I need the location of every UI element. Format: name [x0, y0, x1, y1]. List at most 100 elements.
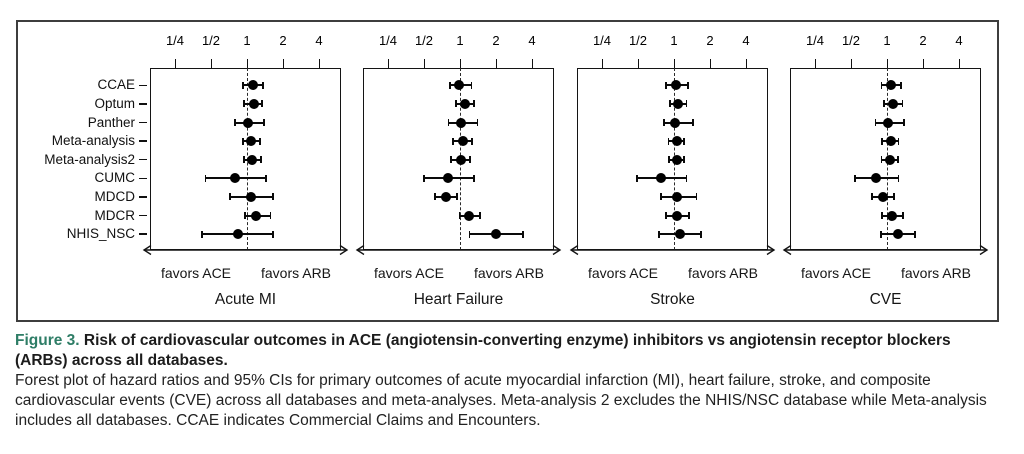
x-axis-tick-label: 1/4: [165, 33, 185, 48]
row-tick-mark: [139, 214, 147, 217]
hr-point: [887, 210, 898, 221]
ci-end-cap: [881, 137, 883, 145]
x-axis-tick-mark: [602, 59, 604, 68]
ci-end-cap: [893, 193, 896, 201]
ci-end-cap: [455, 100, 458, 108]
x-axis-tick-label: 2: [919, 33, 927, 48]
favors-arb-label: favors ARB: [473, 265, 545, 281]
x-axis-tick-mark: [460, 59, 462, 68]
ci-end-cap: [902, 212, 905, 219]
hr-point: [463, 210, 474, 221]
row-label-meta-analysis2: Meta-analysis2: [44, 151, 135, 167]
panel-title-cve: CVE: [869, 291, 902, 308]
ci-end-cap: [473, 100, 475, 108]
row-label-panther: Panther: [87, 114, 135, 130]
ci-end-cap: [259, 137, 262, 145]
ci-end-cap: [692, 119, 695, 126]
x-axis-tick-label: 2: [492, 33, 500, 48]
x-axis-tick-label: 1: [243, 33, 251, 48]
x-axis-tick-mark: [815, 59, 817, 68]
hr-point: [672, 210, 683, 221]
ci-end-cap: [522, 230, 525, 238]
ci-end-cap: [662, 119, 665, 126]
row-tick-mark: [139, 158, 147, 161]
ci-end-cap: [871, 193, 873, 201]
x-axis-tick-mark: [175, 59, 177, 68]
hr-point: [248, 98, 259, 109]
hr-point: [441, 191, 452, 202]
hr-point: [490, 229, 501, 240]
hr-point: [229, 173, 240, 184]
row-label-ccae: CCAE: [97, 77, 135, 93]
ci-end-cap: [695, 193, 698, 201]
favors-ace-label: favors ACE: [160, 265, 232, 281]
ci-end-cap: [469, 156, 471, 164]
axis-double-arrow: [782, 243, 989, 257]
x-axis-tick-mark: [959, 59, 961, 68]
x-axis-tick-mark: [247, 59, 249, 68]
x-axis-tick-label: 1/4: [378, 33, 398, 48]
x-axis-tick-label: 4: [955, 33, 963, 48]
ci-end-cap: [881, 212, 883, 219]
hr-point: [892, 229, 903, 240]
x-axis-tick-label: 2: [706, 33, 714, 48]
figure-caption: Figure 3. Risk of cardiovascular outcome…: [15, 331, 990, 431]
row-label-mdcr: MDCR: [94, 207, 136, 223]
hr-point: [671, 154, 682, 165]
ci-end-cap: [468, 230, 471, 238]
x-axis-tick-label: 1/2: [841, 33, 861, 48]
forest-panel-heart-failure: 1/4 1/2 1 2 4 favors ACE favors ARB Heart Failu…: [355, 22, 568, 320]
row-label-optum: Optum: [94, 95, 135, 111]
ci-end-cap: [636, 174, 638, 182]
axis-double-arrow: [142, 243, 349, 257]
x-axis-tick-mark: [887, 59, 889, 68]
ci-end-cap: [265, 174, 268, 182]
hr-point: [243, 117, 254, 128]
x-axis-tick-label: 4: [742, 33, 750, 48]
ci-end-cap: [665, 212, 668, 219]
ci-end-cap: [880, 81, 883, 89]
ci-end-cap: [272, 193, 274, 201]
ci-end-cap: [233, 119, 236, 126]
ci-end-cap: [476, 119, 479, 126]
x-axis-tick-mark: [923, 59, 925, 68]
ci-end-cap: [479, 212, 481, 219]
ci-end-cap: [456, 193, 459, 201]
hr-point: [672, 191, 683, 202]
x-axis-tick-label: 1/2: [201, 33, 221, 48]
ci-end-cap: [902, 119, 905, 126]
hr-point: [885, 80, 896, 91]
ci-end-cap: [660, 193, 662, 201]
hr-point: [459, 98, 470, 109]
ci-end-cap: [243, 212, 246, 219]
ci-end-cap: [688, 212, 691, 219]
panel-title-heart-failure: Heart Failure: [413, 291, 504, 308]
hr-point: [871, 173, 882, 184]
x-axis-tick-mark: [746, 59, 748, 68]
forest-panel-cve: 1/4 1/2 1 2 4 favors ACE favors ARB CVE: [782, 22, 995, 320]
hr-point: [878, 191, 889, 202]
row-tick-mark: [139, 103, 147, 105]
ci-end-cap: [201, 230, 203, 238]
x-axis-tick-mark: [283, 59, 285, 68]
favors-arb-label: favors ARB: [900, 265, 972, 281]
ci-end-cap: [272, 230, 274, 238]
x-axis-tick-label: 1/4: [592, 33, 612, 48]
ci-end-cap: [470, 81, 473, 89]
x-axis-tick-mark: [388, 59, 390, 68]
ci-end-cap: [683, 156, 686, 164]
ci-end-cap: [241, 81, 244, 89]
ci-end-cap: [242, 100, 245, 108]
favors-ace-label: favors ACE: [373, 265, 445, 281]
ci-end-cap: [204, 174, 207, 182]
caption-title-text: Risk of cardiovascular outcomes in ACE (…: [15, 332, 951, 369]
ci-end-cap: [434, 193, 437, 201]
ci-end-cap: [897, 174, 900, 182]
x-axis-tick-label: 1/2: [628, 33, 648, 48]
ci-end-cap: [668, 156, 670, 164]
ci-end-cap: [897, 137, 900, 145]
ci-end-cap: [229, 193, 231, 201]
ci-end-cap: [269, 212, 272, 219]
row-tick-mark: [139, 177, 147, 180]
x-axis-tick-label: 4: [315, 33, 323, 48]
